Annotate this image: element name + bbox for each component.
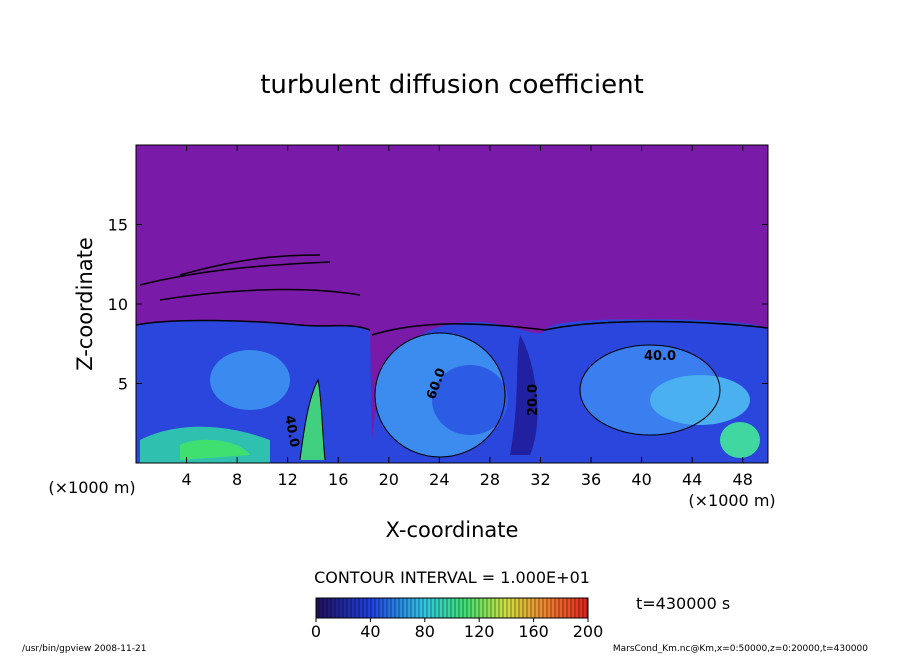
colorbar-tick-label: 40 (360, 622, 380, 641)
contour-label: 40.0 (644, 349, 676, 364)
colorbar-tick-label: 200 (573, 622, 604, 641)
colorbar-tick-label: 0 (311, 622, 321, 641)
footer-right: MarsCond_Km.nc@Km,x=0:50000,z=0:20000,t=… (613, 644, 868, 654)
x-tick-label: 40 (631, 470, 651, 489)
x-tick-label: 44 (682, 470, 702, 489)
contour-label: 40.0 (281, 414, 301, 448)
x-axis-label: X-coordinate (386, 518, 519, 542)
y-axis-label: Z-coordinate (73, 237, 97, 371)
colorbar (316, 598, 588, 618)
field (136, 145, 768, 463)
y-tick-label: 15 (108, 216, 128, 235)
time-label: t=430000 s (636, 594, 730, 613)
chart-title: turbulent diffusion coefficient (260, 70, 644, 100)
x-tick-label: 16 (328, 470, 348, 489)
colorbar-tick-label: 80 (415, 622, 435, 641)
x-tick-label: 24 (429, 470, 449, 489)
y-unit: (×1000 m) (48, 478, 135, 497)
colorbar-tick-label: 160 (518, 622, 549, 641)
colorbar-frame (315, 597, 589, 619)
y-tick-label: 10 (108, 295, 128, 314)
x-tick-label: 36 (581, 470, 601, 489)
y-tick-label: 5 (118, 375, 128, 394)
x-tick-label: 28 (480, 470, 500, 489)
x-unit: (×1000 m) (688, 491, 775, 510)
contour-label: 20.0 (526, 384, 541, 416)
x-tick-label: 4 (181, 470, 191, 489)
x-tick-label: 20 (379, 470, 399, 489)
x-tick-label: 8 (232, 470, 242, 489)
contour-interval: CONTOUR INTERVAL = 1.000E+01 (314, 568, 590, 587)
colorbar-tick-label: 120 (464, 622, 495, 641)
footer-left: /usr/bin/gpview 2008-11-21 (22, 644, 146, 654)
x-tick-label: 12 (278, 470, 298, 489)
x-tick-label: 48 (733, 470, 753, 489)
x-tick-label: 32 (530, 470, 550, 489)
